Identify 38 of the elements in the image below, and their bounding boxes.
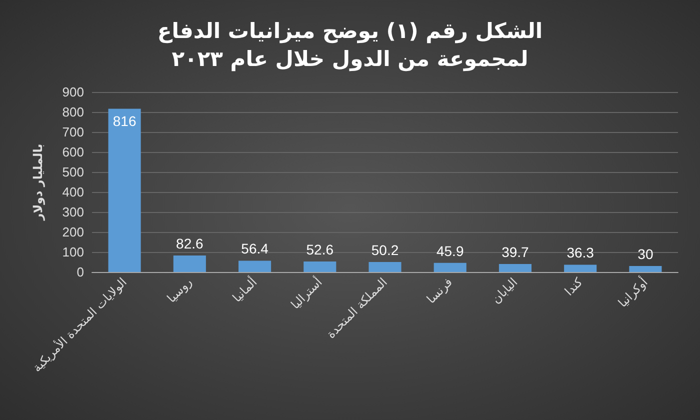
data-label: 45.9: [436, 242, 464, 259]
data-label: 36.3: [566, 244, 594, 261]
y-tick-label: 900: [62, 84, 84, 100]
y-tick-label: 400: [62, 184, 84, 200]
data-label: 39.7: [502, 244, 530, 260]
bar: [173, 255, 206, 272]
y-tick-label: 800: [62, 104, 84, 120]
x-tick-label: أستراليا: [287, 274, 325, 312]
y-tick-label: 700: [62, 124, 84, 140]
y-axis-title: بالمليار دولار: [31, 144, 45, 222]
x-tick-label: المملكة المتحدة: [324, 275, 390, 342]
bar: [629, 266, 662, 272]
bar: [108, 108, 141, 272]
y-tick-label: 100: [62, 244, 84, 260]
x-tick-label: روسيا: [164, 274, 195, 306]
data-label: 816: [112, 112, 136, 129]
y-tick-label: 500: [62, 164, 84, 180]
data-label: 82.6: [176, 235, 204, 252]
y-tick-label: 600: [62, 144, 84, 160]
y-tick-label: 300: [62, 204, 84, 220]
bar: [564, 264, 597, 272]
y-tick-label: 200: [62, 224, 84, 240]
data-label: 50.2: [371, 242, 399, 258]
chart-title: الشكل رقم (١) يوضح ميزانيات الدفاع لمجموعة من الدول خلال عام ٢٠٢٣: [157, 19, 543, 72]
bar: [434, 262, 466, 272]
data-label: 30: [638, 246, 654, 262]
x-tick-label: كندا: [562, 274, 586, 298]
bar: [238, 260, 272, 272]
y-tick-label: 0: [76, 264, 84, 280]
bar: [498, 264, 532, 272]
x-tick-label: أوكرانيا: [614, 274, 650, 310]
data-label: 56.4: [241, 240, 269, 257]
data-label: 52.6: [306, 241, 334, 258]
bar: [368, 262, 402, 272]
x-tick-label: ألمانيا: [229, 274, 260, 305]
x-tick-label: اليابان: [489, 275, 520, 306]
bar: [304, 261, 336, 272]
x-tick-label: فرنسا: [424, 275, 456, 306]
